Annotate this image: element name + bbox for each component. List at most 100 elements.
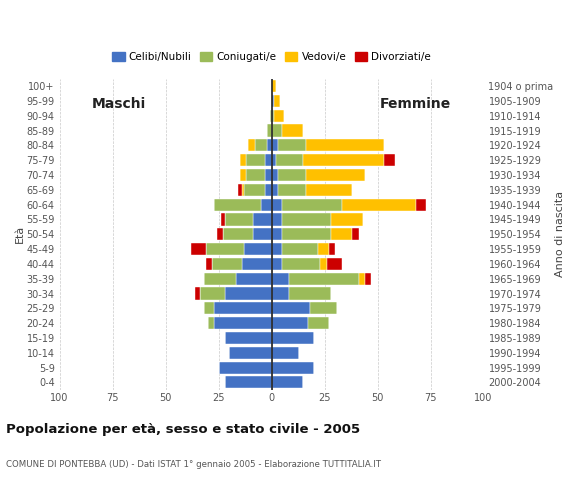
Bar [342,199,416,211]
Bar [223,228,252,240]
Bar [278,139,306,152]
Bar [329,243,335,255]
Bar [235,273,271,285]
Bar [252,214,271,226]
Bar [306,184,352,196]
Bar [271,184,278,196]
Bar [238,184,242,196]
Bar [331,228,352,240]
Bar [320,258,327,270]
Bar [303,154,384,166]
Bar [265,184,271,196]
Text: Popolazione per età, sesso e stato civile - 2005: Popolazione per età, sesso e stato civil… [6,423,360,436]
Bar [215,199,261,211]
Bar [271,376,303,388]
Bar [244,243,271,255]
Bar [276,154,303,166]
Bar [208,317,215,329]
Bar [352,228,358,240]
Bar [244,184,265,196]
Bar [225,288,271,300]
Text: Maschi: Maschi [92,97,146,111]
Bar [271,288,289,300]
Bar [255,139,267,152]
Text: COMUNE DI PONTEBBA (UD) - Dati ISTAT 1° gennaio 2005 - Elaborazione TUTTITALIA.I: COMUNE DI PONTEBBA (UD) - Dati ISTAT 1° … [6,460,381,469]
Bar [242,184,244,196]
Bar [282,243,318,255]
Bar [206,258,212,270]
Bar [271,361,314,373]
Bar [204,273,235,285]
Bar [278,169,306,181]
Bar [271,95,274,107]
Bar [289,288,331,300]
Bar [215,317,271,329]
Bar [271,273,289,285]
Bar [206,243,244,255]
Bar [271,199,282,211]
Bar [416,199,426,211]
Bar [271,139,278,152]
Bar [271,332,314,344]
Bar [225,376,271,388]
Bar [261,199,271,211]
Bar [358,273,365,285]
Bar [267,139,271,152]
Bar [229,347,271,359]
Bar [271,169,278,181]
Bar [240,169,246,181]
Bar [271,317,307,329]
Bar [306,169,365,181]
Bar [271,258,282,270]
Bar [204,302,215,314]
Bar [271,124,282,137]
Bar [271,347,299,359]
Bar [271,109,274,122]
Bar [212,258,242,270]
Bar [307,317,329,329]
Bar [242,258,271,270]
Bar [195,288,200,300]
Bar [282,214,331,226]
Bar [267,124,271,137]
Bar [282,228,331,240]
Bar [252,228,271,240]
Bar [219,361,271,373]
Bar [271,80,276,92]
Bar [282,199,342,211]
Bar [331,214,362,226]
Bar [318,243,329,255]
Bar [265,169,271,181]
Bar [274,109,284,122]
Bar [327,258,342,270]
Bar [271,154,276,166]
Bar [225,214,252,226]
Bar [240,154,246,166]
Y-axis label: Anno di nascita: Anno di nascita [555,191,565,277]
Bar [365,273,371,285]
Bar [289,273,358,285]
Bar [278,184,306,196]
Bar [246,154,265,166]
Bar [216,228,223,240]
Bar [274,95,280,107]
Bar [200,288,225,300]
Bar [248,139,255,152]
Bar [191,243,206,255]
Bar [271,302,310,314]
Bar [271,214,282,226]
Bar [225,332,271,344]
Bar [306,139,384,152]
Bar [265,154,271,166]
Bar [271,243,282,255]
Bar [270,109,271,122]
Legend: Celibi/Nubili, Coniugati/e, Vedovi/e, Divorziati/e: Celibi/Nubili, Coniugati/e, Vedovi/e, Di… [108,48,436,66]
Bar [215,302,271,314]
Bar [246,169,265,181]
Bar [221,214,225,226]
Bar [384,154,394,166]
Bar [282,124,303,137]
Bar [310,302,338,314]
Y-axis label: Età: Età [15,225,25,243]
Bar [282,258,320,270]
